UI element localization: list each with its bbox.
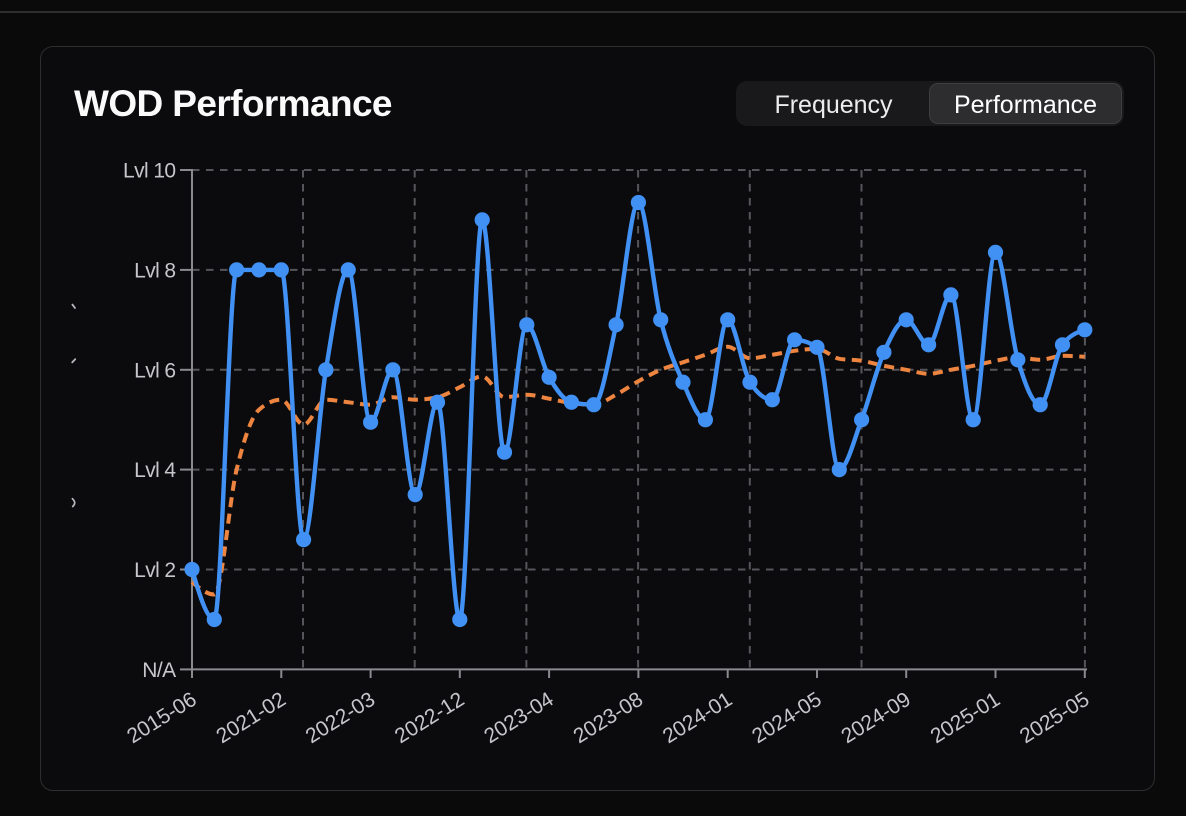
svg-text:Lvl 8: Lvl 8 (134, 260, 175, 283)
svg-text:Lvl 2: Lvl 2 (134, 559, 175, 582)
svg-text:2023-08: 2023-08 (569, 688, 647, 748)
svg-text:2021-02: 2021-02 (212, 688, 290, 748)
svg-text:2022-12: 2022-12 (391, 688, 469, 748)
svg-text:Lvl 10: Lvl 10 (123, 160, 175, 183)
svg-text:2025-01: 2025-01 (927, 688, 1005, 748)
svg-text:Lvl 4: Lvl 4 (134, 459, 176, 482)
svg-text:2022-03: 2022-03 (302, 688, 380, 748)
svg-text:2015-06: 2015-06 (123, 688, 201, 748)
svg-text:2025-05: 2025-05 (1016, 688, 1094, 748)
svg-text:Lvl 6: Lvl 6 (134, 359, 175, 382)
svg-text:2024-05: 2024-05 (748, 688, 826, 748)
svg-text:2023-04: 2023-04 (480, 688, 558, 749)
svg-text:2024-09: 2024-09 (837, 688, 915, 748)
svg-text:2024-01: 2024-01 (659, 688, 737, 748)
svg-text:N/A: N/A (142, 659, 176, 682)
